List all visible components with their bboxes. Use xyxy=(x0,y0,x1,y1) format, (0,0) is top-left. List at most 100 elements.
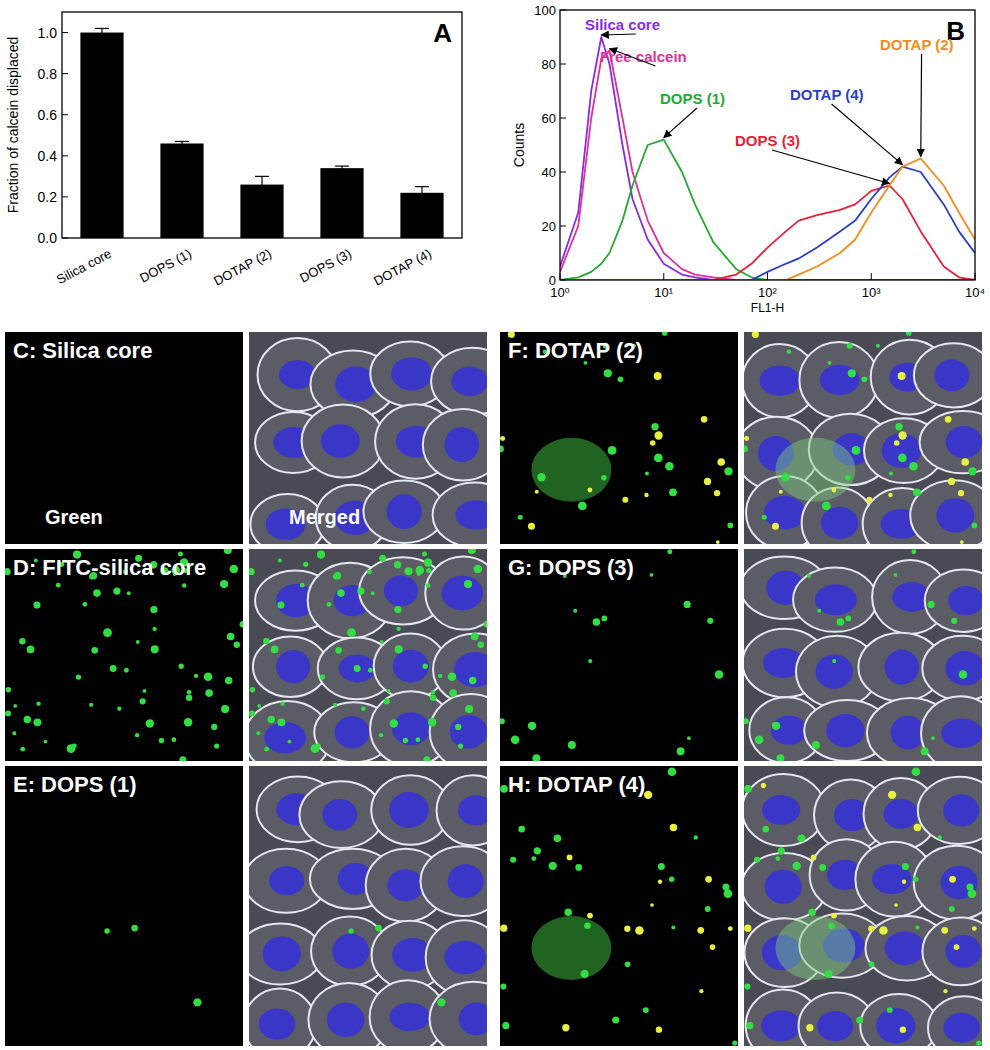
green-spot xyxy=(320,674,325,679)
green-spot xyxy=(876,344,880,348)
green-spot xyxy=(744,785,752,793)
green-spot xyxy=(44,740,48,744)
green-spot xyxy=(186,694,192,700)
green-spot xyxy=(651,423,658,430)
error-line xyxy=(421,187,422,199)
green-spot xyxy=(379,555,386,562)
green-spot xyxy=(135,733,139,737)
nucleus xyxy=(386,494,421,529)
nucleus xyxy=(322,799,357,831)
green-spot xyxy=(335,647,342,654)
green-spot xyxy=(604,369,612,377)
nucleus xyxy=(384,575,418,606)
bar xyxy=(400,193,443,238)
green-spot xyxy=(438,674,442,678)
green-channel xyxy=(500,549,738,761)
cell-outline xyxy=(425,557,487,630)
green-spot xyxy=(465,705,473,713)
y-tick-label: 100 xyxy=(534,3,556,18)
annotation-arrow xyxy=(664,108,697,138)
cell-outline xyxy=(921,696,982,761)
green-spot xyxy=(951,618,957,624)
green-spot xyxy=(184,718,192,726)
green-spot xyxy=(548,862,556,870)
error-bar xyxy=(335,166,349,170)
bar xyxy=(80,33,123,238)
green-spot xyxy=(354,665,361,672)
diffuse-signal xyxy=(531,438,611,502)
green-spot xyxy=(909,462,918,471)
green-spot xyxy=(832,659,836,663)
green-spot xyxy=(580,970,588,978)
micrograph-panel: F: DOTAP (2) xyxy=(497,330,990,560)
nucleus xyxy=(393,650,429,683)
nucleus xyxy=(761,1010,801,1041)
green-channel xyxy=(500,766,738,1046)
green-spot xyxy=(179,756,186,761)
green-spot xyxy=(528,722,536,730)
image-background xyxy=(500,332,738,544)
series-line xyxy=(560,51,975,281)
green-spot xyxy=(113,587,120,594)
green-spot xyxy=(966,883,973,890)
x-tick-label: 10¹ xyxy=(654,285,673,300)
green-spot xyxy=(500,436,505,441)
green-spot xyxy=(608,446,617,455)
error-cap xyxy=(95,28,109,29)
merged-channel xyxy=(744,332,982,544)
green-spot xyxy=(960,540,964,544)
green-spot xyxy=(650,440,656,446)
green-spot xyxy=(856,1016,863,1023)
green-spot xyxy=(357,587,364,594)
green-spot xyxy=(327,602,332,607)
cell-outline xyxy=(793,568,877,632)
green-spot xyxy=(906,332,912,336)
green-spot xyxy=(665,462,674,471)
green-spot xyxy=(755,735,764,744)
green-spot xyxy=(697,927,704,934)
green-spot xyxy=(913,877,919,883)
green-spot xyxy=(895,423,902,430)
green-spot xyxy=(227,633,235,641)
nucleus xyxy=(765,870,802,904)
green-spot xyxy=(705,906,711,912)
green-spot xyxy=(912,767,921,776)
green-spot xyxy=(710,944,716,950)
y-tick xyxy=(560,64,566,65)
lines xyxy=(560,37,975,280)
green-spot xyxy=(424,558,432,566)
green-spot xyxy=(449,689,457,697)
green-spot xyxy=(645,472,649,476)
cell-outline xyxy=(914,343,982,407)
panel-label: E: DOPS (1) xyxy=(13,772,136,797)
green-spot xyxy=(612,1016,619,1023)
nucleus xyxy=(387,869,423,901)
nucleus xyxy=(815,655,853,689)
green-spot xyxy=(954,944,960,950)
error-cap xyxy=(95,36,109,37)
green-spot xyxy=(337,589,345,597)
green-spot xyxy=(724,467,732,475)
green-spot xyxy=(110,665,117,672)
green-spot xyxy=(221,705,229,713)
green-spot xyxy=(677,747,685,755)
nucleus xyxy=(946,426,982,458)
green-spot xyxy=(898,372,906,380)
bars xyxy=(80,28,443,238)
green-spot xyxy=(152,627,156,631)
green-spot xyxy=(19,638,25,644)
nucleus xyxy=(444,427,479,462)
green-spot xyxy=(532,754,540,761)
green-spot xyxy=(687,736,691,740)
merged-channel xyxy=(249,549,487,761)
error-cap xyxy=(175,145,189,146)
nucleus xyxy=(945,935,981,968)
green-spot xyxy=(928,601,935,608)
nucleus xyxy=(389,792,429,828)
green-spot xyxy=(474,565,482,573)
green-spot xyxy=(395,645,403,653)
green-channel xyxy=(500,332,738,544)
channel-label: Green xyxy=(45,506,103,528)
green-spot xyxy=(5,711,11,717)
green-spot xyxy=(650,903,654,907)
